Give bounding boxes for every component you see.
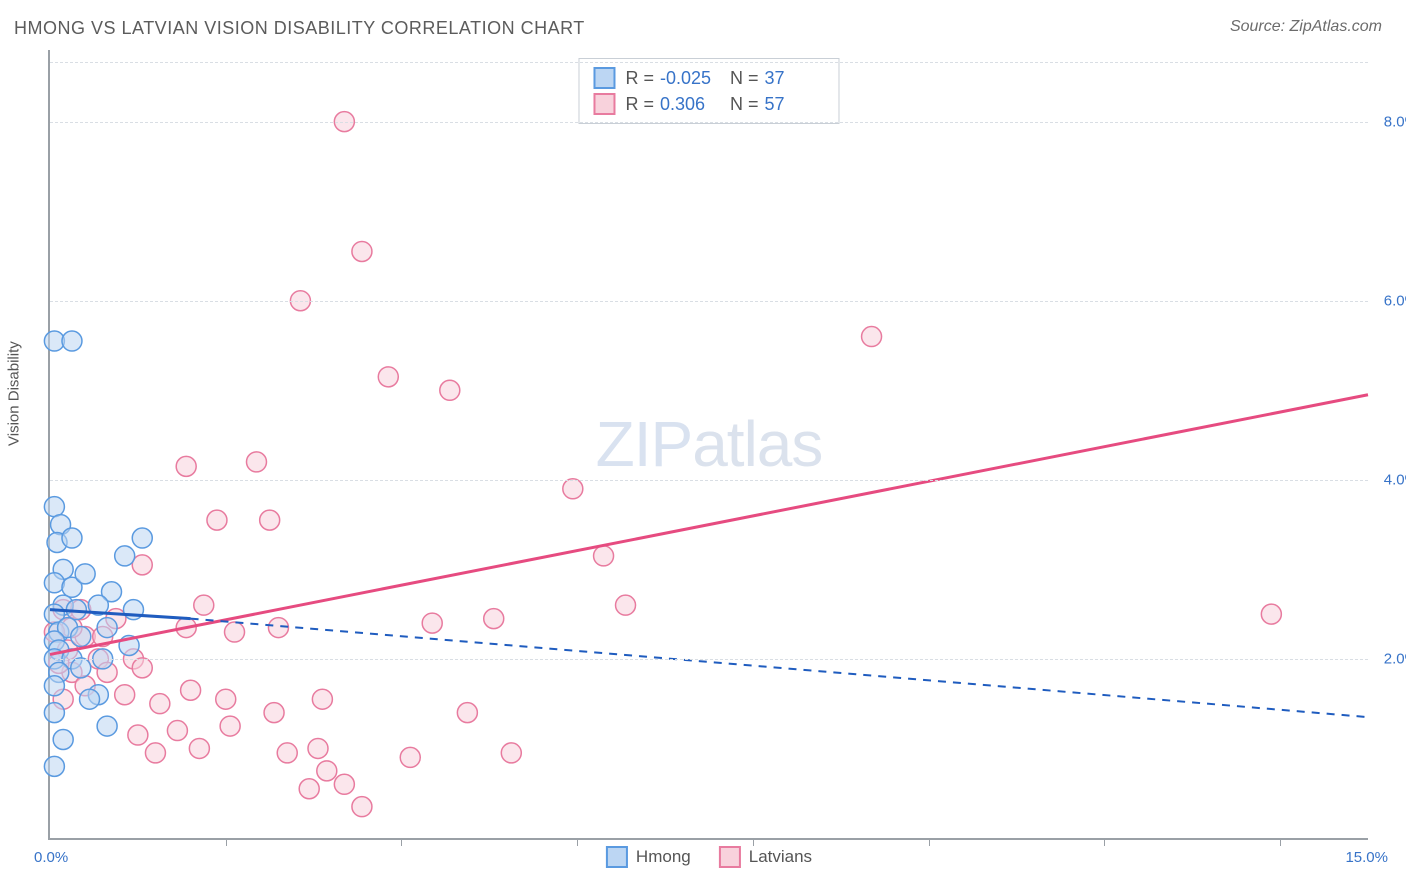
legend-label-hmong: Hmong xyxy=(636,847,691,867)
legend-item-latvians: Latvians xyxy=(719,846,812,868)
swatch-latvian-icon xyxy=(719,846,741,868)
y-tick-label: 2.0% xyxy=(1384,650,1406,667)
legend-item-hmong: Hmong xyxy=(606,846,691,868)
y-axis-label: Vision Disability xyxy=(6,341,23,446)
r-value-latvian: 0.306 xyxy=(660,94,720,115)
bottom-legend: Hmong Latvians xyxy=(606,846,812,868)
n-value-latvian: 57 xyxy=(765,94,825,115)
n-label: N = xyxy=(730,94,759,115)
stats-row-latvian: R = 0.306 N = 57 xyxy=(593,91,824,117)
stats-row-hmong: R = -0.025 N = 37 xyxy=(593,65,824,91)
legend-label-latvians: Latvians xyxy=(749,847,812,867)
n-label: N = xyxy=(730,68,759,89)
r-label: R = xyxy=(625,68,654,89)
x-origin-label: 0.0% xyxy=(34,849,68,866)
y-tick-label: 8.0% xyxy=(1384,113,1406,130)
swatch-hmong xyxy=(593,67,615,89)
chart-title: HMONG VS LATVIAN VISION DISABILITY CORRE… xyxy=(14,18,585,39)
y-tick-label: 6.0% xyxy=(1384,292,1406,309)
plot-area: ZIPatlas R = -0.025 N = 37 R = 0.306 xyxy=(48,50,1368,840)
x-max-label: 15.0% xyxy=(1345,849,1388,866)
scatter-svg xyxy=(50,50,1368,838)
stats-legend-box: R = -0.025 N = 37 R = 0.306 N = 57 xyxy=(578,58,839,124)
y-tick-label: 4.0% xyxy=(1384,471,1406,488)
swatch-hmong-icon xyxy=(606,846,628,868)
source-label: Source: ZipAtlas.com xyxy=(1230,18,1382,36)
swatch-latvian xyxy=(593,93,615,115)
n-value-hmong: 37 xyxy=(765,68,825,89)
r-value-hmong: -0.025 xyxy=(660,68,720,89)
chart-container: HMONG VS LATVIAN VISION DISABILITY CORRE… xyxy=(0,0,1406,892)
r-label: R = xyxy=(625,94,654,115)
